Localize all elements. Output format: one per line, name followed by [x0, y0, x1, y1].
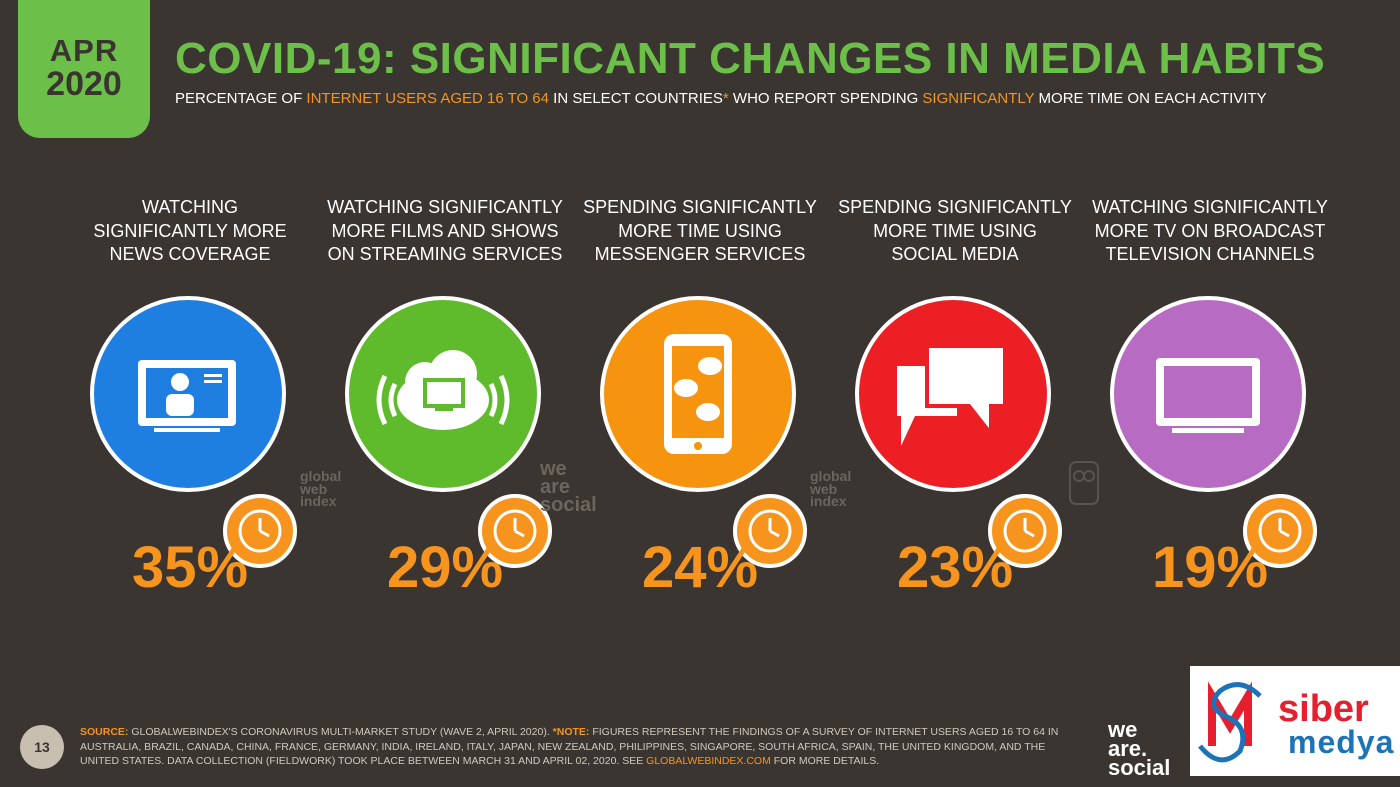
owl-watermark-icon	[1069, 461, 1099, 505]
gwi-watermark: global web index	[810, 468, 852, 510]
page-subtitle: PERCENTAGE OF INTERNET USERS AGED 16 TO …	[175, 90, 1267, 107]
stat-label: WATCHING SIGNIFICANTLY MORE NEWS COVERAG…	[65, 196, 315, 268]
clock-icon	[988, 494, 1062, 568]
subtitle-asterisk: *	[722, 90, 729, 107]
tv-news-icon	[138, 360, 236, 432]
stat-label: SPENDING SIGNIFICANTLY MORE TIME USING M…	[575, 196, 825, 268]
speech-bubbles-icon	[897, 344, 1007, 446]
gwi-watermark: global web index	[300, 468, 342, 510]
watermark-text: social	[540, 494, 597, 516]
stat-circle	[600, 296, 796, 492]
source-text: FOR MORE DETAILS.	[770, 755, 880, 767]
stat-label: WATCHING SIGNIFICANTLY MORE TV ON BROADC…	[1085, 196, 1335, 268]
date-year: 2020	[46, 65, 122, 104]
page-title: COVID-19: SIGNIFICANT CHANGES IN MEDIA H…	[175, 34, 1326, 83]
stat-label-line: ON STREAMING SERVICES	[327, 244, 563, 264]
page-number: 13	[20, 725, 64, 769]
watermark-text: global	[300, 468, 342, 484]
watermark-text: index	[810, 493, 847, 510]
date-badge: APR 2020	[18, 0, 150, 138]
watermark-text: web	[300, 480, 328, 497]
stat-label-line: MESSENGER SERVICES	[594, 244, 806, 264]
logo-line: social	[1108, 755, 1171, 780]
stat-label-line: SIGNIFICANTLY MORE	[93, 220, 287, 241]
stat-label-line: SPENDING SIGNIFICANTLY	[838, 197, 1072, 217]
stat-broadcast-tv: WATCHING SIGNIFICANTLY MORE TV ON BROADC…	[1085, 196, 1335, 600]
stat-label-line: WATCHING SIGNIFICANTLY	[1092, 197, 1328, 217]
stat-label-line: WATCHING SIGNIFICANTLY	[327, 197, 563, 217]
stat-value: 35%	[131, 535, 249, 600]
subtitle-text: IN SELECT COUNTRIES	[549, 90, 723, 107]
source-text: GLOBALWEBINDEX'S CORONAVIRUS MULTI-MARKE…	[128, 726, 553, 738]
stat-label-line: MORE TIME USING	[618, 220, 782, 241]
stat-circle	[855, 296, 1051, 492]
stat-label: SPENDING SIGNIFICANTLY MORE TIME USING S…	[830, 196, 1080, 268]
stat-label-line: NEWS COVERAGE	[109, 244, 271, 264]
subtitle-text: WHO REPORT SPENDING	[728, 90, 923, 107]
watermark-text: index	[300, 493, 337, 510]
clock-icon	[1243, 494, 1317, 568]
cloud-streaming-icon	[376, 350, 510, 430]
stat-circle	[1110, 296, 1306, 492]
clock-icon	[223, 494, 297, 568]
stat-label-line: MORE TIME USING	[873, 220, 1037, 241]
logo-line: we	[1108, 717, 1138, 742]
watermark-text: are	[540, 476, 571, 498]
we-are-social-logo: we are. social	[1108, 717, 1171, 780]
stat-value: 29%	[386, 535, 504, 600]
clock-icon	[733, 494, 807, 568]
clock-icon	[478, 494, 552, 568]
subtitle-text: PERCENTAGE OF	[175, 90, 307, 107]
logo-line: are.	[1108, 736, 1148, 761]
source-link[interactable]: GLOBALWEBINDEX.COM	[646, 755, 771, 767]
source-note: SOURCE: GLOBALWEBINDEX'S CORONAVIRUS MUL…	[80, 725, 1080, 769]
stat-label-line: SPENDING SIGNIFICANTLY	[583, 197, 817, 217]
stat-value: 23%	[896, 535, 1014, 600]
stat-label-line: WATCHING	[142, 197, 238, 217]
siber-text: siber	[1278, 688, 1369, 730]
subtitle-highlight: SIGNIFICANTLY	[922, 90, 1035, 107]
siber-medya-logo: siber medya	[1190, 666, 1400, 776]
stat-messenger: SPENDING SIGNIFICANTLY MORE TIME USING M…	[575, 196, 825, 600]
subtitle-text: MORE TIME ON EACH ACTIVITY	[1034, 90, 1267, 107]
stat-label-line: MORE FILMS AND SHOWS	[331, 220, 559, 241]
source-label: SOURCE:	[80, 726, 129, 738]
date-month: APR	[49, 32, 119, 68]
stat-label-line: SOCIAL MEDIA	[891, 244, 1019, 264]
tv-broadcast-icon	[1156, 358, 1260, 433]
watermark-text: web	[810, 480, 838, 497]
stat-streaming: WATCHING SIGNIFICANTLY MORE FILMS AND SH…	[320, 196, 570, 600]
stat-value: 19%	[1151, 535, 1269, 600]
stat-value: 24%	[641, 535, 759, 600]
note-text: FIGURES REPRESENT THE FINDINGS OF A SURV…	[80, 726, 1059, 767]
stat-social-media: SPENDING SIGNIFICANTLY MORE TIME USING S…	[830, 196, 1080, 600]
note-label: *NOTE:	[552, 726, 590, 738]
was-watermark: we are social	[540, 458, 597, 516]
subtitle-highlight: INTERNET USERS AGED 16 TO 64	[306, 90, 549, 107]
stat-label: WATCHING SIGNIFICANTLY MORE FILMS AND SH…	[320, 196, 570, 268]
stat-circle	[90, 296, 286, 492]
watermark-text: we	[540, 458, 567, 480]
stat-news: WATCHING SIGNIFICANTLY MORE NEWS COVERAG…	[65, 196, 315, 600]
watermark-text: global	[810, 468, 852, 484]
stat-circle	[345, 296, 541, 492]
stat-label-line: MORE TV ON BROADCAST	[1094, 220, 1326, 241]
medya-text: medya	[1288, 724, 1395, 760]
stat-label-line: TELEVISION CHANNELS	[1105, 244, 1315, 264]
siber-logo-mark-icon	[1198, 681, 1262, 763]
phone-messenger-icon	[664, 334, 732, 454]
